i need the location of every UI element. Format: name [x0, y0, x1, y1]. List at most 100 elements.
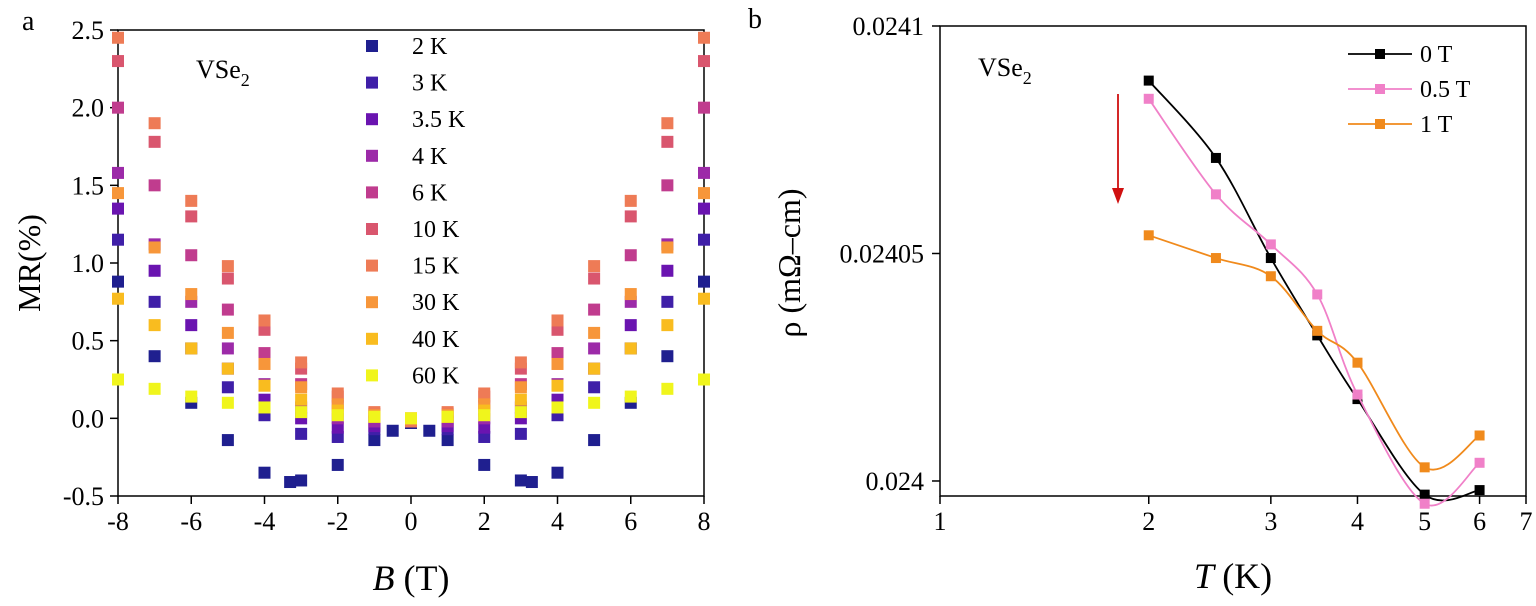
- data-point: [185, 288, 198, 301]
- data-point: [221, 326, 234, 339]
- data-point: [698, 55, 710, 68]
- legend-label: 15 K: [412, 254, 460, 280]
- legend-label: 6 K: [412, 180, 448, 206]
- data-point: [221, 381, 234, 394]
- data-point: [148, 117, 161, 130]
- series-3p5K: [112, 202, 710, 434]
- legend-marker: [366, 259, 378, 272]
- series-40K: [112, 292, 710, 425]
- legend-marker: [1375, 119, 1385, 129]
- series-line: [1148, 234, 1481, 471]
- panel-b: b 0.024 0.02405 0.0241 1 2 3 4 5 6 7 0 T 0.5 T 1 T…: [748, 4, 1533, 596]
- data-point: [331, 421, 344, 434]
- data-point: [698, 292, 710, 305]
- data-point: [221, 303, 234, 316]
- data-point: [661, 350, 674, 363]
- data-point: [295, 381, 308, 394]
- data-point: [698, 373, 710, 386]
- data-point: [551, 401, 564, 414]
- data-point: [1312, 289, 1323, 300]
- x-tick-label: -8: [107, 507, 129, 536]
- data-point: [661, 117, 674, 130]
- data-point: [148, 350, 161, 363]
- x-tick-label: 6: [1473, 507, 1486, 536]
- y-tick-label: 2.0: [72, 94, 105, 123]
- data-point: [551, 357, 564, 370]
- data-point: [112, 187, 124, 200]
- data-point: [514, 393, 527, 406]
- data-point: [148, 179, 161, 192]
- legend-label: 4 K: [412, 144, 448, 170]
- legend-label: 40 K: [412, 327, 460, 353]
- data-point: [112, 373, 124, 386]
- data-point: [551, 314, 564, 327]
- data-point: [221, 260, 234, 273]
- data-point: [1143, 75, 1154, 86]
- data-point: [588, 434, 601, 447]
- y-tick-label: 0.02405: [840, 239, 925, 268]
- data-point: [661, 264, 674, 277]
- legend-label: 30 K: [412, 290, 460, 316]
- data-point: [1474, 485, 1485, 496]
- panel-a-y-axis-label: MR(%): [11, 214, 47, 312]
- legend-marker: [1375, 49, 1385, 59]
- data-point: [551, 379, 564, 392]
- data-point: [331, 458, 344, 471]
- panel-b-y-ticks: 0.024 0.02405 0.0241: [840, 12, 940, 496]
- y-tick-label: 0.0241: [853, 12, 925, 41]
- y-tick-label: 0.024: [866, 467, 925, 496]
- panel-a-annotation: VSe2: [196, 55, 250, 90]
- data-point: [551, 347, 564, 360]
- data-point: [368, 434, 381, 447]
- data-point: [1352, 389, 1363, 400]
- legend-marker: [366, 186, 378, 199]
- x-tick-label: 5: [1418, 507, 1431, 536]
- legend-label: 1 T: [1420, 112, 1453, 138]
- data-point: [331, 430, 344, 443]
- data-point: [1419, 462, 1430, 473]
- panel-b-label: b: [748, 4, 762, 35]
- data-point: [221, 362, 234, 375]
- x-tick-label: 3: [1264, 507, 1277, 536]
- x-tick-label: 7: [1520, 507, 1533, 536]
- data-point: [284, 476, 297, 489]
- data-point: [148, 241, 161, 254]
- data-point: [588, 381, 601, 394]
- data-point: [148, 319, 161, 332]
- data-point: [588, 342, 601, 355]
- panel-a-legend: 2 K 3 K 3.5 K 4 K 6 K 10 K 15 K 30 K 40 K 60 K: [366, 34, 466, 389]
- data-point: [1419, 489, 1430, 500]
- data-point: [258, 379, 271, 392]
- data-point: [624, 319, 637, 332]
- data-point: [221, 272, 234, 285]
- data-point: [1474, 430, 1485, 441]
- legend-marker: [366, 223, 378, 235]
- data-point: [514, 406, 527, 419]
- data-point: [698, 101, 710, 114]
- panel-b-y-axis-label: ρ (mΩ–cm): [771, 188, 807, 337]
- data-point: [185, 249, 198, 262]
- series-60K: [112, 373, 710, 425]
- data-point: [661, 319, 674, 332]
- data-point: [661, 295, 674, 308]
- data-point: [185, 319, 198, 332]
- data-point: [1352, 357, 1363, 368]
- data-point: [1210, 253, 1221, 264]
- data-point: [1210, 152, 1221, 163]
- data-point: [551, 466, 564, 479]
- data-point: [185, 194, 198, 207]
- data-point: [258, 357, 271, 370]
- panel-b-arrow: [1112, 94, 1124, 204]
- legend-label: 0.5 T: [1420, 77, 1471, 103]
- data-point: [112, 31, 124, 44]
- data-point: [258, 314, 271, 327]
- x-tick-label: 2: [1142, 507, 1155, 536]
- data-point: [258, 323, 271, 336]
- x-tick-label: -2: [327, 507, 349, 536]
- data-point: [588, 260, 601, 273]
- series-line: [1148, 98, 1481, 507]
- panel-a-label: a: [22, 6, 35, 37]
- legend-label: 3.5 K: [412, 107, 466, 133]
- data-point: [258, 466, 271, 479]
- data-point: [624, 288, 637, 301]
